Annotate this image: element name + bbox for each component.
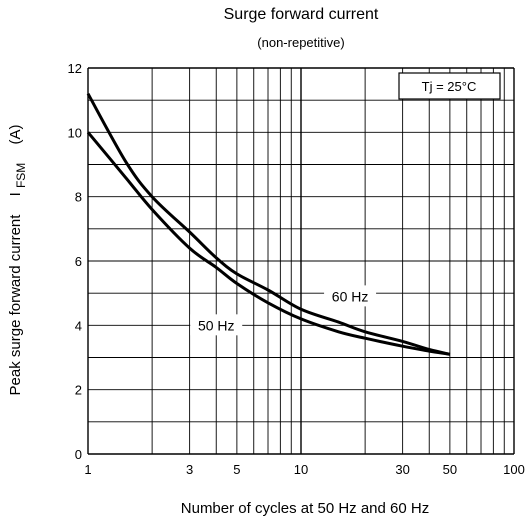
- y-tick-label: 10: [68, 125, 82, 140]
- series-line-50hz: [86, 131, 451, 356]
- annotations: Number of cycles at 50 Hz and 60 Hz Peak…: [7, 125, 429, 517]
- y-tick-label: 6: [75, 254, 82, 269]
- x-tick-label: 10: [294, 462, 308, 477]
- series-line-60hz: [86, 92, 451, 356]
- y-tick-label: 2: [75, 383, 82, 398]
- tick-labels: 1 3 5 10 30 50 100 0 2 4 6 8 10 12: [68, 61, 525, 477]
- x-tick-label: 5: [233, 462, 240, 477]
- y-tick-label: 12: [68, 61, 82, 76]
- grid: [87, 67, 515, 455]
- y-tick-label: 4: [75, 318, 82, 333]
- y-axis-label: Peak surge forward current I FSM (A): [7, 125, 29, 396]
- x-tick-label: 30: [395, 462, 409, 477]
- chart-subtitle: (non-repetitive): [257, 35, 345, 50]
- y-axis-label-symbol: I: [7, 192, 24, 196]
- x-tick-label: 1: [84, 462, 91, 477]
- y-tick-label: 0: [75, 447, 82, 462]
- condition-label: Tj = 25°C: [422, 79, 477, 94]
- y-tick-label: 8: [75, 190, 82, 205]
- series-label-bg: [190, 314, 243, 336]
- series-label-bg: [324, 285, 377, 307]
- x-axis-label: Number of cycles at 50 Hz and 60 Hz: [181, 500, 429, 517]
- condition-box: Tj = 25°C: [398, 72, 501, 100]
- chart-title: Surge forward current: [223, 6, 379, 23]
- series-label: 60 Hz: [332, 288, 369, 304]
- y-axis-label-subscript: FSM: [14, 163, 28, 188]
- y-axis-label-unit: (A): [7, 125, 24, 145]
- x-tick-label: 50: [443, 462, 457, 477]
- x-tick-label: 100: [503, 462, 525, 477]
- series-label: 50 Hz: [198, 317, 235, 333]
- curves: 60 Hz 50 Hz: [86, 92, 451, 356]
- y-axis-label-main: Peak surge forward current: [7, 214, 24, 396]
- x-tick-label: 3: [186, 462, 193, 477]
